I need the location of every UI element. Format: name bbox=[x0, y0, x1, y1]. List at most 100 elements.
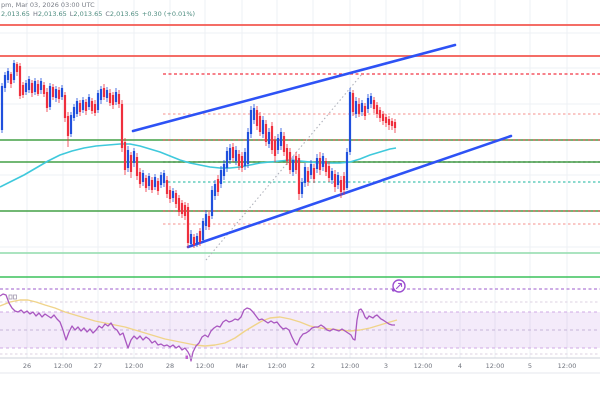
candle-body bbox=[321, 156, 325, 167]
time-axis-label-28[interactable]: 28 bbox=[166, 362, 174, 370]
candle-body bbox=[363, 106, 367, 116]
time-axis-label-12:00[interactable]: 12:00 bbox=[196, 362, 215, 370]
candle-body bbox=[276, 138, 280, 150]
candle-body bbox=[264, 124, 268, 142]
candle-body bbox=[243, 152, 247, 166]
candle-body bbox=[372, 100, 376, 109]
candle-body bbox=[201, 221, 205, 240]
time-axis-label-3[interactable]: 3 bbox=[384, 362, 388, 370]
candle-body bbox=[0, 86, 4, 130]
candle-body bbox=[237, 154, 241, 166]
time-axis-label-5[interactable]: 5 bbox=[528, 362, 532, 370]
candle-body bbox=[330, 171, 334, 180]
candle-body bbox=[36, 84, 40, 94]
candle-body bbox=[207, 216, 211, 227]
candle-body bbox=[294, 156, 298, 170]
projection-dotted-line[interactable] bbox=[205, 73, 363, 261]
time-axis-label-27[interactable]: 27 bbox=[94, 362, 102, 370]
ohlc-value-0: 2,013.65 bbox=[1, 10, 30, 18]
candle-body bbox=[3, 75, 7, 88]
candle-body bbox=[72, 107, 76, 118]
candle-body bbox=[15, 64, 19, 72]
candle-body bbox=[42, 85, 46, 94]
ohlc-value-1: H2,013.65 bbox=[32, 10, 67, 18]
time-axis-label-12:00[interactable]: 12:00 bbox=[414, 362, 433, 370]
candle-body bbox=[270, 126, 274, 150]
candle-body bbox=[300, 182, 304, 194]
indicator-label-mark-0 bbox=[8, 294, 13, 300]
candle-body bbox=[57, 90, 61, 99]
candle-body bbox=[378, 110, 382, 118]
candle-body bbox=[114, 92, 118, 102]
time-axis-label-4[interactable]: 4 bbox=[458, 362, 462, 370]
candle-body bbox=[54, 89, 58, 98]
candle-body bbox=[90, 101, 94, 111]
candle-body bbox=[252, 108, 256, 120]
candle-body bbox=[45, 92, 49, 108]
time-axis-label-2[interactable]: 2 bbox=[311, 362, 315, 370]
candle-body bbox=[78, 103, 82, 112]
candle-body bbox=[156, 181, 160, 191]
candle-body bbox=[384, 117, 388, 123]
time-axis-label-12:00[interactable]: 12:00 bbox=[125, 362, 144, 370]
candle-body bbox=[111, 95, 115, 105]
candle-body bbox=[24, 83, 28, 92]
time-axis-label-Mar[interactable]: Mar bbox=[236, 362, 249, 370]
candle-body bbox=[144, 178, 148, 188]
candle-body bbox=[153, 177, 157, 187]
time-axis-label-12:00[interactable]: 12:00 bbox=[341, 362, 360, 370]
candle-body bbox=[297, 158, 301, 194]
candle-body bbox=[12, 63, 16, 80]
candle-body bbox=[75, 101, 79, 114]
candle-body bbox=[165, 180, 169, 194]
time-axis-label-26[interactable]: 26 bbox=[23, 362, 31, 370]
candle-body bbox=[357, 104, 361, 114]
candle-body bbox=[105, 90, 109, 98]
candle-body bbox=[285, 148, 289, 161]
candle-body bbox=[213, 184, 217, 196]
candle-body bbox=[348, 92, 352, 152]
candle-body bbox=[177, 198, 181, 212]
upper-channel-trendline[interactable] bbox=[131, 43, 457, 133]
candle-body bbox=[258, 116, 262, 132]
candle-body bbox=[273, 140, 277, 156]
candle-body bbox=[246, 132, 250, 164]
time-axis-label-12:00[interactable]: 12:00 bbox=[54, 362, 73, 370]
rsi-line bbox=[0, 293, 395, 362]
marker-anchor-dot bbox=[391, 288, 396, 292]
candle-body bbox=[228, 148, 232, 160]
candle-body bbox=[66, 116, 70, 136]
candle-body bbox=[375, 105, 379, 114]
candle-body bbox=[141, 173, 145, 182]
candle-body bbox=[234, 150, 238, 161]
candle-body bbox=[27, 79, 31, 90]
candle-body bbox=[318, 158, 322, 170]
candle-body bbox=[327, 166, 331, 178]
time-axis-label-12:00[interactable]: 12:00 bbox=[558, 362, 577, 370]
candle-body bbox=[288, 152, 292, 170]
candle-body bbox=[240, 156, 244, 168]
time-axis-label-12:00[interactable]: 12:00 bbox=[268, 362, 287, 370]
candle-body bbox=[291, 160, 295, 172]
candle-body bbox=[171, 191, 175, 198]
candle-body bbox=[219, 170, 223, 184]
candle-body bbox=[267, 132, 271, 144]
candle-body bbox=[180, 203, 184, 214]
ohlc-value-2: L2,013.65 bbox=[69, 10, 103, 18]
candle-body bbox=[108, 93, 112, 103]
candle-body bbox=[39, 81, 43, 90]
candle-body bbox=[354, 101, 358, 114]
candle-body bbox=[99, 89, 103, 100]
time-axis-label-12:00[interactable]: 12:00 bbox=[486, 362, 505, 370]
candle-body bbox=[204, 214, 208, 226]
candle-body bbox=[312, 168, 316, 179]
candle-body bbox=[210, 190, 214, 216]
candle-body bbox=[222, 164, 226, 176]
candle-body bbox=[369, 96, 373, 104]
lower-channel-trendline[interactable] bbox=[186, 134, 513, 249]
candle-body bbox=[159, 175, 163, 185]
marker-arrow-icon bbox=[395, 282, 403, 290]
